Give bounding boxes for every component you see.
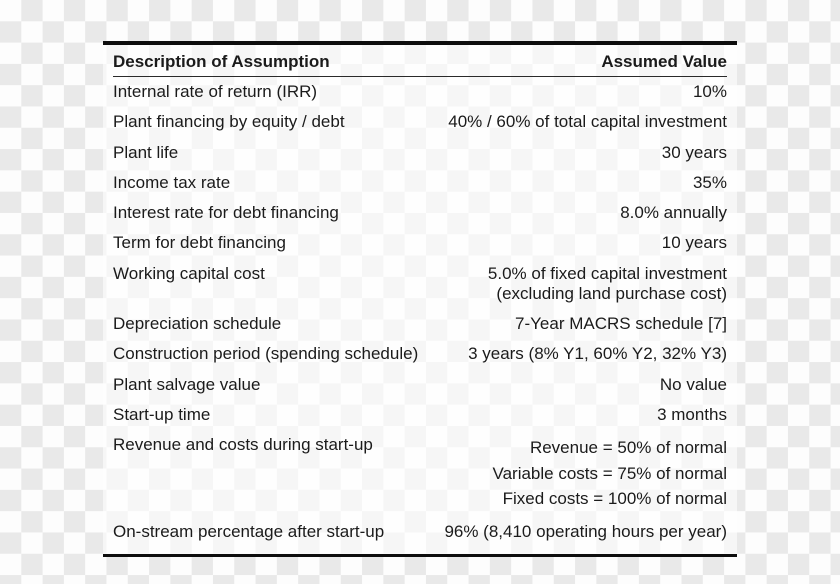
table-header-row: Description of Assumption Assumed Value: [113, 45, 727, 77]
row-description: Working capital cost: [113, 263, 265, 283]
row-value: 3 months: [657, 404, 727, 424]
table-row: Depreciation schedule 7-Year MACRS sched…: [113, 314, 727, 334]
row-description: Plant life: [113, 142, 179, 162]
row-value-line: Revenue = 50% of normal: [529, 438, 727, 458]
table-body: Internal rate of return (IRR) 10% Plant …: [113, 77, 727, 554]
assumptions-table: Description of Assumption Assumed Value …: [103, 41, 737, 558]
table-row: Start-up time 3 months: [113, 405, 727, 425]
row-value: 30 years: [661, 142, 727, 162]
table-row: Internal rate of return (IRR) 10%: [113, 82, 727, 102]
row-value-line: Fixed costs = 100% of normal: [502, 489, 727, 509]
row-description: Plant financing by equity / debt: [113, 112, 345, 132]
table-row: Construction period (spending schedule) …: [113, 344, 727, 364]
row-value: Revenue = 50% of normal Variable costs =…: [385, 435, 728, 512]
row-value: 96% (8,410 operating hours per year): [444, 522, 727, 542]
table-header-value: Assumed Value: [601, 52, 727, 71]
table-row: On-stream percentage after start-up 96% …: [113, 522, 727, 542]
row-value: 10 years: [661, 233, 727, 253]
row-description: Construction period (spending schedule): [113, 344, 419, 364]
row-description: Term for debt financing: [113, 233, 286, 253]
row-value: No value: [659, 374, 727, 394]
row-value: 8.0% annually: [620, 203, 727, 223]
row-value: 40% / 60% of total capital investment: [448, 112, 727, 132]
row-value-line: (excluding land purchase cost): [496, 283, 727, 303]
table-row: Working capital cost 5.0% of fixed capit…: [113, 264, 727, 304]
row-description: Interest rate for debt financing: [113, 203, 339, 223]
row-description: Internal rate of return (IRR): [113, 82, 318, 101]
row-value-line: 5.0% of fixed capital investment: [487, 263, 727, 283]
row-value: 3 years (8% Y1, 60% Y2, 32% Y3): [468, 344, 727, 364]
row-value: 7-Year MACRS schedule [7]: [515, 314, 727, 334]
table-row: Plant salvage value No value: [113, 375, 727, 395]
row-description: Revenue and costs during start-up: [113, 435, 373, 455]
row-description: Plant salvage value: [113, 374, 261, 394]
row-value: 10%: [692, 82, 727, 101]
table-row: Revenue and costs during start-up Revenu…: [113, 435, 727, 512]
row-value-line: Variable costs = 75% of normal: [492, 463, 728, 483]
row-description: Depreciation schedule: [113, 314, 282, 334]
table-row: Interest rate for debt financing 8.0% an…: [113, 203, 727, 223]
row-description: On-stream percentage after start-up: [113, 522, 385, 542]
row-value: 35%: [692, 172, 727, 192]
table-row: Income tax rate 35%: [113, 173, 727, 193]
row-description: Income tax rate: [113, 172, 231, 192]
row-value: 5.0% of fixed capital investment (exclud…: [277, 264, 727, 304]
table-header-description: Description of Assumption: [113, 52, 330, 71]
table-row: Plant financing by equity / debt 40% / 6…: [113, 112, 727, 132]
table-row: Term for debt financing 10 years: [113, 233, 727, 253]
table-row: Plant life 30 years: [113, 143, 727, 163]
row-description: Start-up time: [113, 404, 211, 424]
